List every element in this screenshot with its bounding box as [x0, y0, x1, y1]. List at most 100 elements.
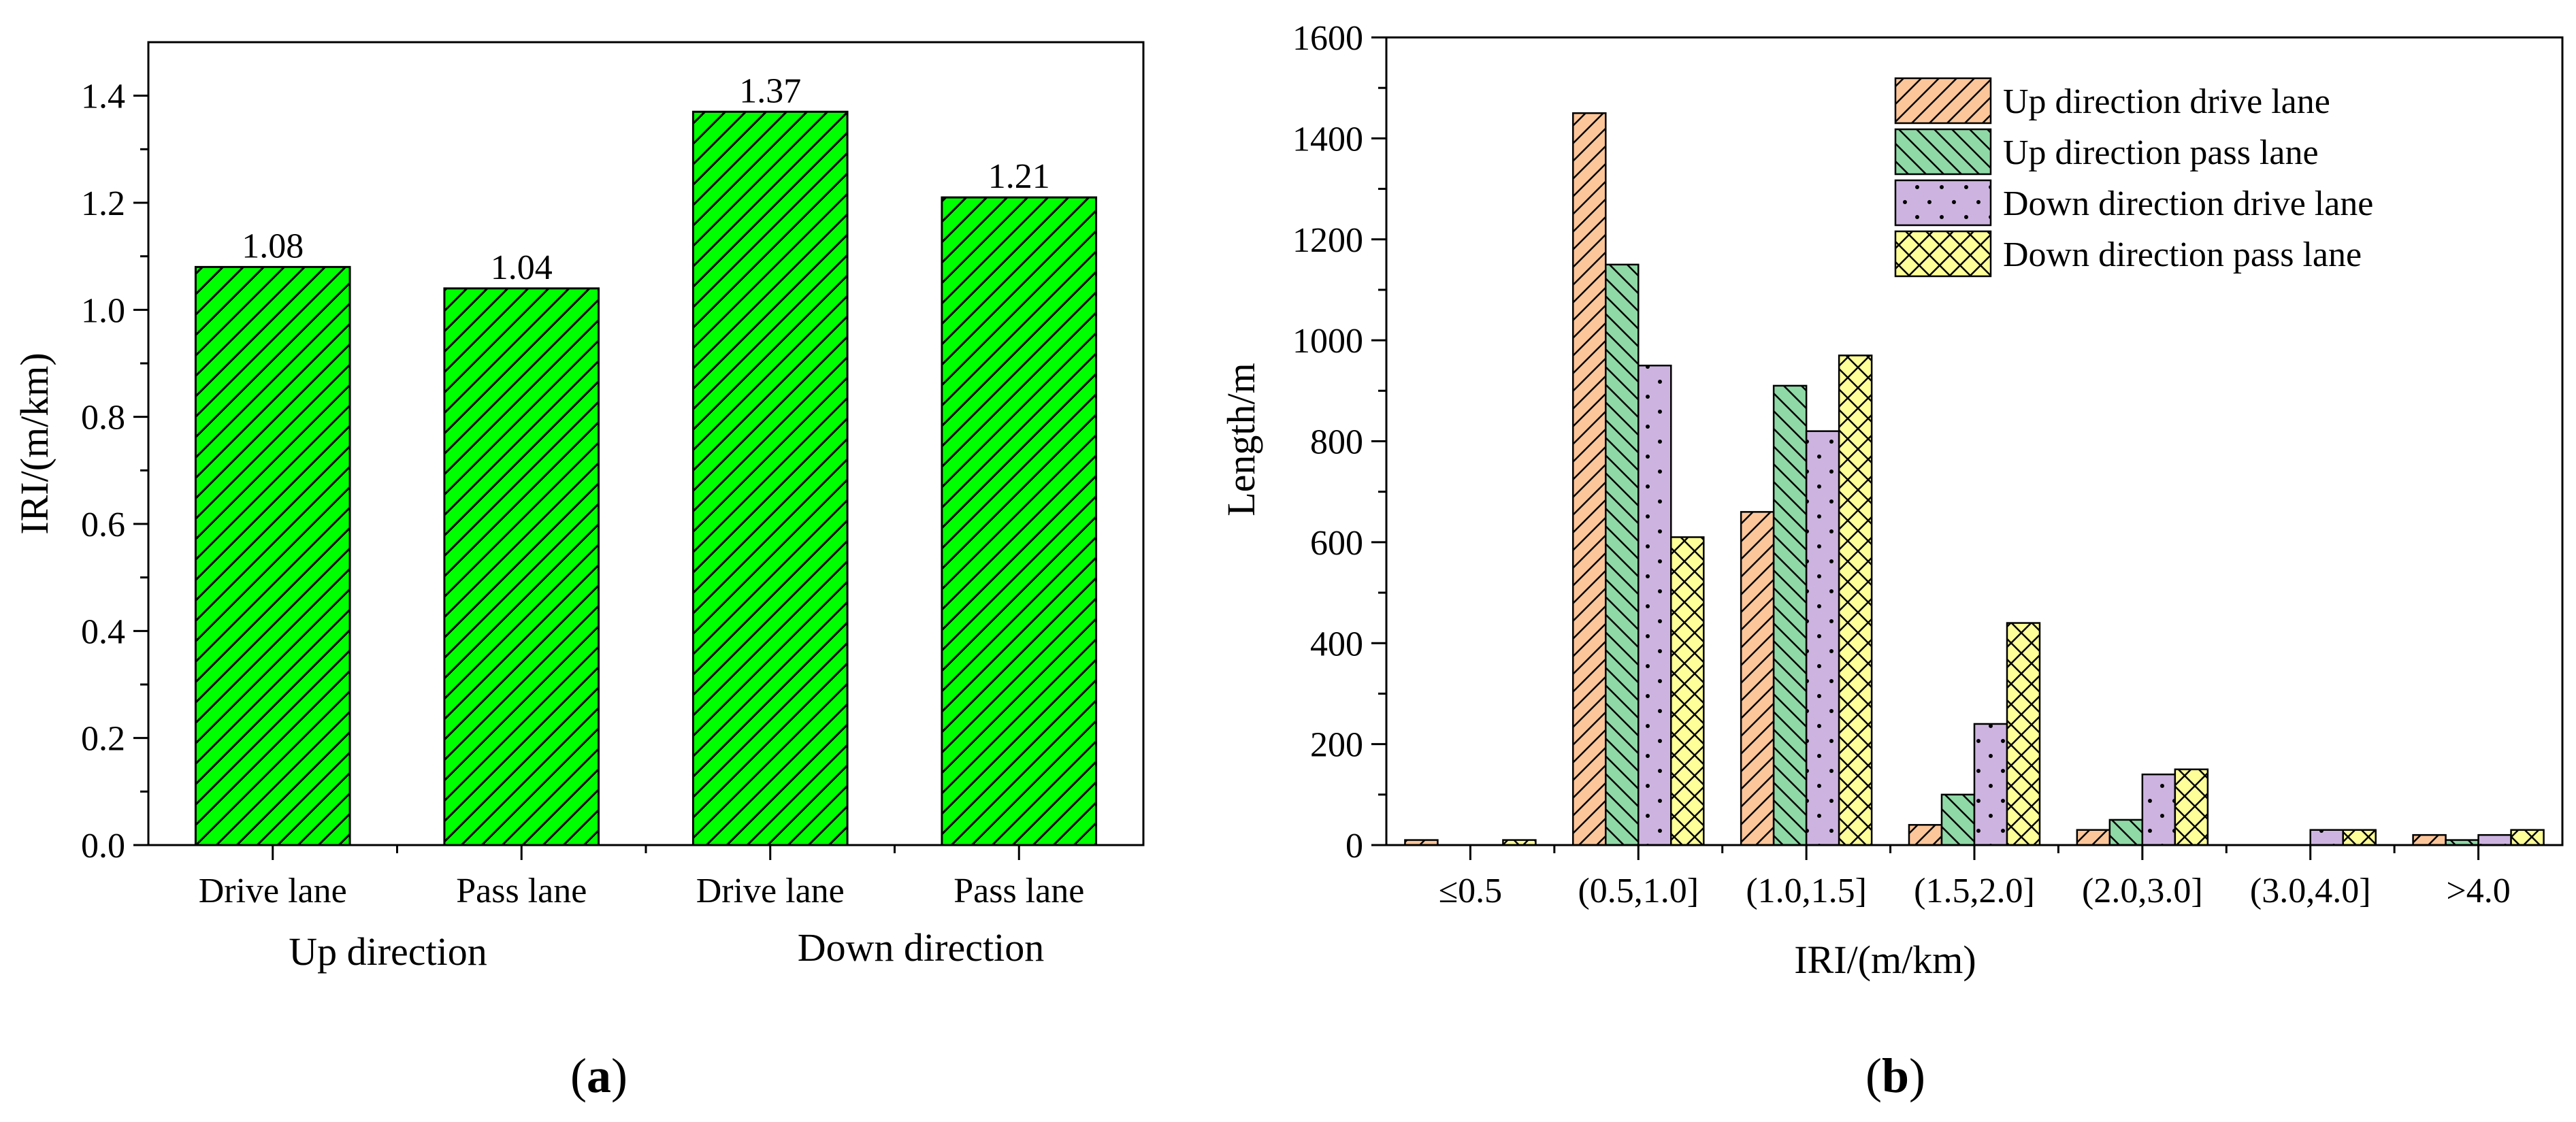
- panel-b-x-tick-label: (2.0,3.0]: [2082, 872, 2203, 910]
- panel-b-bar-hatch: [2342, 829, 2377, 846]
- panel-b-x-tick-label: ≤0.5: [1439, 872, 1503, 910]
- panel-b-y-tick-label: 800: [1310, 423, 1363, 462]
- panel-b-bar: [2309, 829, 2344, 846]
- panel-b-y-tick-label: 1000: [1292, 322, 1363, 361]
- panel-b-x-ticks: ≤0.5 (0.5,1.0] (1.0,1.5] (1.5,2.0] (2.0,3.0]…: [1439, 845, 2511, 910]
- panel-b-bar: [1772, 384, 1808, 846]
- panel-b-bar-hatch: [2006, 622, 2041, 846]
- panel-b-y-ticks: 0 200 400 600 800 1000 1200 1400 1600: [1292, 19, 1386, 865]
- panel-b-bar: [1973, 723, 2008, 846]
- panel-b-y-tick-label: 1600: [1292, 19, 1363, 58]
- panel-a-bar: [443, 287, 600, 846]
- panel-b-legend-swatch: [1894, 128, 1992, 176]
- panel-b-x-tick-label: (1.0,1.5]: [1746, 872, 1867, 910]
- panel-b-bar: [2076, 829, 2111, 846]
- panel-a-data-label: 1.04: [491, 248, 553, 287]
- panel-b-label-close: ): [1909, 1049, 1925, 1103]
- panel-a-bar-hatch: [194, 265, 351, 846]
- panel-b-y-tick-label: 200: [1310, 726, 1363, 765]
- panel-a-label: (a): [570, 1049, 627, 1103]
- panel-b-bar-hatch: [1772, 384, 1808, 846]
- panel-b-plot-frame: [1385, 36, 2564, 846]
- panel-a-y-tick-label: 0.0: [81, 827, 125, 865]
- panel-b-bar-hatch: [2309, 829, 2344, 846]
- panel-b-bar: [1637, 364, 1672, 846]
- panel-b-label: (b): [1865, 1049, 1925, 1103]
- panel-b-legend-item: Down direction drive lane: [1894, 179, 2373, 227]
- panel-b-x-tick-label: (0.5,1.0]: [1578, 872, 1699, 910]
- panel-b-bar-hatch: [1740, 511, 1775, 846]
- panel-b-bar: [1740, 511, 1775, 846]
- panel-b-y-tick-label: 1400: [1292, 120, 1363, 159]
- panel-b-bar: [1940, 793, 1976, 846]
- panel-a-y-ticks: 0.0 0.2 0.4 0.6 0.8 1.0 1.2 1.4: [81, 78, 148, 865]
- panel-b-label-open: (: [1865, 1049, 1882, 1103]
- panel-a-data-label: 1.21: [988, 157, 1050, 196]
- panel-b-bar-hatch: [1637, 364, 1672, 846]
- panel-a-x-tick-label: Drive lane: [199, 872, 347, 910]
- panel-b-legend-swatch: [1894, 179, 1992, 227]
- panel-b-bar-hatch: [2076, 829, 2111, 846]
- panel-a-y-tick-label: 0.4: [81, 612, 125, 651]
- panel-a-bar-hatch: [443, 287, 600, 846]
- panel-a-y-tick-label: 1.2: [81, 184, 125, 223]
- panel-b-label-letter: b: [1882, 1049, 1909, 1103]
- panel-b-bar-hatch: [2510, 829, 2545, 846]
- panel-b-bars: [1404, 112, 2545, 846]
- panel-a-group-label-up: Up direction: [289, 929, 487, 974]
- panel-b-bar-hatch: [1838, 354, 1873, 846]
- panel-a-group-label-down: Down direction: [798, 925, 1044, 970]
- panel-a-y-axis-title: IRI/(m/km): [12, 352, 56, 534]
- panel-b-legend-label: Down direction drive lane: [2003, 184, 2373, 223]
- panel-b-bar: [2342, 829, 2377, 846]
- panel-b-legend-item: Up direction pass lane: [1894, 128, 2319, 176]
- panel-b-bar-hatch: [1973, 723, 2008, 846]
- panel-a-bar: [194, 265, 351, 846]
- panel-b-y-tick-label: 0: [1346, 827, 1363, 865]
- panel-a-label-close: ): [611, 1049, 627, 1103]
- panel-b-legend-label: Up direction pass lane: [2003, 133, 2319, 172]
- panel-a-data-labels: 1.08 1.04 1.37 1.21: [242, 71, 1050, 287]
- panel-b-x-axis-title: IRI/(m/km): [1794, 938, 1976, 982]
- panel-a-bars: [194, 110, 1098, 846]
- panel-b-bar-hatch: [1572, 112, 1607, 846]
- panel-a-x-tick-label: Drive lane: [696, 872, 845, 910]
- panel-b-y-tick-label: 400: [1310, 625, 1363, 663]
- panel-a-y-tick-label: 0.8: [81, 399, 125, 438]
- panel-b-y-axis-title: Length/m: [1219, 363, 1263, 516]
- panel-b-legend-swatch: [1894, 230, 1992, 278]
- panel-b-bar-hatch: [1670, 536, 1705, 846]
- panel-b-legend-item: Down direction pass lane: [1894, 230, 2362, 278]
- panel-a-data-label: 1.08: [242, 227, 304, 265]
- panel-b-bar-hatch: [1605, 263, 1640, 846]
- panel-a-label-open: (: [570, 1049, 587, 1103]
- panel-b-bar-hatch: [2174, 768, 2209, 846]
- panel-b-bar: [1805, 430, 1840, 846]
- panel-b-bar: [2108, 819, 2144, 846]
- panel-a-plot-frame: [147, 41, 1145, 846]
- panel-b-legend-swatch: [1894, 77, 1992, 125]
- panel-a-label-letter: a: [587, 1049, 611, 1103]
- panel-b-bar-hatch: [1805, 430, 1840, 846]
- panel-b-y-tick-label: 600: [1310, 524, 1363, 563]
- panel-b-bar-hatch: [2477, 834, 2512, 846]
- panel-b-bar: [2477, 834, 2512, 846]
- panel-b-bar: [1838, 354, 1873, 846]
- panel-b-bar: [2510, 829, 2545, 846]
- panel-b-legend: Up direction drive lane Up direction pass…: [1894, 77, 2373, 278]
- panel-b-x-tick-label: >4.0: [2446, 872, 2510, 910]
- panel-b-x-tick-label: (1.5,2.0]: [1914, 872, 2035, 910]
- panel-a-x-tick-label: Pass lane: [953, 872, 1084, 910]
- panel-b-bar: [1572, 112, 1607, 846]
- panel-a-bar-hatch: [691, 110, 849, 846]
- panel-b-bar-hatch: [2412, 834, 2447, 846]
- panel-a-y-tick-label: 0.6: [81, 506, 125, 544]
- panel-a-bar-hatch: [941, 196, 1098, 846]
- panel-b-bar-hatch: [1908, 824, 1943, 846]
- panel-b-bar: [2141, 773, 2176, 846]
- panel-b-bar: [2412, 834, 2447, 846]
- panel-a-bar: [941, 196, 1098, 846]
- panel-a-x-ticks: Drive lane Pass lane Drive lane Pass lane: [199, 845, 1084, 910]
- panel-a-y-tick-label: 1.4: [81, 78, 125, 116]
